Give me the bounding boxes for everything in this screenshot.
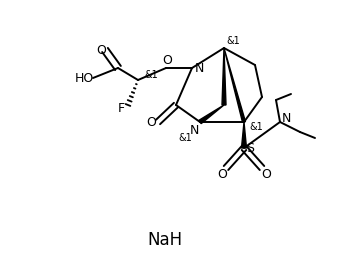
Text: N: N <box>189 124 199 137</box>
Text: &1: &1 <box>226 36 240 46</box>
Text: &1: &1 <box>178 133 192 143</box>
Text: O: O <box>162 53 172 66</box>
Text: S: S <box>246 141 254 154</box>
Text: N: N <box>194 62 204 75</box>
Text: O: O <box>217 168 227 181</box>
Text: O: O <box>261 168 271 181</box>
Text: &1: &1 <box>144 70 158 80</box>
Polygon shape <box>241 122 246 148</box>
Polygon shape <box>199 105 224 124</box>
Text: N: N <box>281 113 291 126</box>
Polygon shape <box>224 48 245 122</box>
Text: O: O <box>96 43 106 56</box>
Text: &1: &1 <box>249 122 263 132</box>
Polygon shape <box>222 48 226 105</box>
Text: NaH: NaH <box>147 231 183 249</box>
Text: F: F <box>118 102 125 114</box>
Text: O: O <box>146 116 156 129</box>
Text: HO: HO <box>74 72 94 85</box>
